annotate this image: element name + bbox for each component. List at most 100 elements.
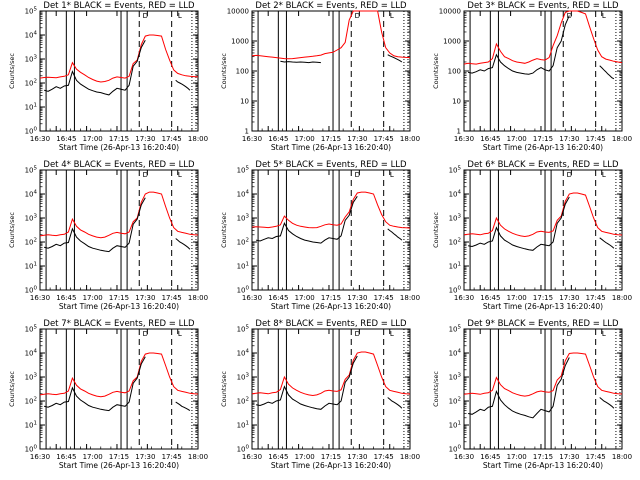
series-events-line [468,15,570,75]
x-tick-label: 17:45 [162,135,182,143]
x-tick-label: 17:00 [507,135,527,143]
y-tick-label: 103 [25,373,38,382]
x-tick-label: 16:45 [268,453,288,461]
x-tick-label: 17:00 [295,294,315,302]
y-tick-label: 100 [237,286,250,295]
x-axis-label: Start Time (26-Apr-13 16:20:40) [271,143,391,152]
y-tick-label: 10000 [227,8,249,16]
series-events-line [387,54,403,63]
series-lld-line [463,352,623,397]
x-tick-label: 17:45 [586,135,606,143]
panel-title: Det 2* BLACK = Events, RED = LLD [255,1,407,11]
x-tick-label: 17:30 [559,294,579,302]
y-tick-label: 102 [237,397,249,406]
x-tick-label: 17:45 [374,294,394,302]
x-tick-label: 17:30 [347,294,367,302]
y-tick-label: 100 [448,68,461,76]
y-tick-label: 104 [449,349,462,358]
x-tick-label: 17:45 [162,294,182,302]
detector-panel-7: Det 7* BLACK = Events, RED = LLD 100 101 10… [8,319,208,470]
y-tick-label: 105 [237,166,250,175]
y-tick-label: 102 [25,397,37,406]
x-tick-label: 18:00 [612,453,632,461]
x-tick-label: 17:45 [586,294,606,302]
panel-title: Det 5* BLACK = Events, RED = LLD [255,160,407,170]
detector-panel-6: Det 6* BLACK = Events, RED = LLD 100 101 10… [432,160,632,311]
x-axis-label: Start Time (26-Apr-13 16:20:40) [59,302,179,311]
annotation-l: L [390,330,394,338]
y-tick-label: 104 [237,190,250,199]
y-tick-label: 10000 [439,8,461,16]
x-tick-label: 17:30 [347,453,367,461]
panel-title: Det 3* BLACK = Events, RED = LLD [467,1,619,11]
plot-frame [251,328,411,450]
annotation-l: L [178,171,182,179]
y-tick-label: 100 [449,286,462,295]
annotation-l: L [602,12,606,20]
y-axis-label: Counts/sec [220,371,228,407]
y-tick-label: 104 [25,31,38,40]
y-tick-label: 103 [449,214,462,223]
x-tick-label: 17:15 [109,135,129,143]
x-tick-label: 16:45 [268,294,288,302]
y-tick-label: 105 [449,166,462,175]
series-lld-line [251,351,411,397]
y-tick-label: 1 [457,128,461,136]
y-axis-label: Counts/sec [8,212,16,248]
annotation-d: D [355,12,360,20]
y-tick-label: 100 [236,68,249,76]
y-tick-label: 102 [449,397,461,406]
series-events-line [175,79,191,91]
x-tick-label: 17:15 [109,453,129,461]
x-tick-label: 17:15 [533,294,553,302]
x-tick-label: 17:15 [533,135,553,143]
x-tick-label: 17:30 [135,135,155,143]
x-tick-label: 17:15 [321,453,341,461]
panel-title: Det 1* BLACK = Events, RED = LLD [43,1,195,11]
x-tick-label: 17:00 [295,135,315,143]
y-tick-label: 105 [449,325,462,334]
y-tick-label: 100 [25,286,38,295]
x-tick-label: 16:45 [56,135,76,143]
annotation-d: D [143,330,148,338]
x-axis-label: Start Time (26-Apr-13 16:20:40) [271,302,391,311]
annotation-d: D [355,330,360,338]
detector-panel-1: Det 1* BLACK = Events, RED = LLD 100 101 10… [8,1,208,152]
x-tick-label: 17:15 [321,135,341,143]
panel-title: Det 4* BLACK = Events, RED = LLD [43,160,195,170]
x-axis-label: Start Time (26-Apr-13 16:20:40) [271,461,391,470]
series-events-line [387,228,403,241]
annotation-l: L [178,330,182,338]
series-events-line [43,40,146,96]
x-tick-label: 16:30 [454,135,474,143]
x-tick-label: 17:30 [347,135,367,143]
plot-frame [251,10,411,132]
annotation-d: D [143,12,148,20]
annotation-l: L [390,12,394,20]
panel-title: Det 7* BLACK = Events, RED = LLD [43,319,195,329]
series-lld-line [39,34,199,83]
detector-panel-3: Det 3* BLACK = Events, RED = LLD 1 10 100 10… [432,1,632,152]
y-tick-label: 101 [25,103,37,112]
y-tick-label: 10 [452,98,461,106]
y-tick-label: 103 [237,214,250,223]
y-tick-label: 100 [237,445,250,454]
y-tick-label: 100 [449,445,462,454]
x-tick-label: 17:15 [533,453,553,461]
annotation-l: L [602,171,606,179]
x-tick-label: 18:00 [188,453,208,461]
x-tick-label: 16:30 [30,135,50,143]
x-tick-label: 17:30 [559,453,579,461]
detector-panel-9: Det 9* BLACK = Events, RED = LLD 100 101 10… [432,319,632,470]
x-tick-label: 16:30 [454,453,474,461]
series-lld-line [39,191,199,239]
detector-panel-2: Det 2* BLACK = Events, RED = LLD 1 10 100 10… [220,1,420,152]
y-tick-label: 100 [25,445,38,454]
plot-frame [39,169,199,291]
y-axis-label: Counts/sec [8,53,16,89]
x-tick-label: 16:30 [242,294,262,302]
y-tick-label: 103 [449,373,462,382]
series-events-line [387,397,403,409]
panel-title: Det 8* BLACK = Events, RED = LLD [255,319,407,329]
x-tick-label: 17:15 [321,294,341,302]
